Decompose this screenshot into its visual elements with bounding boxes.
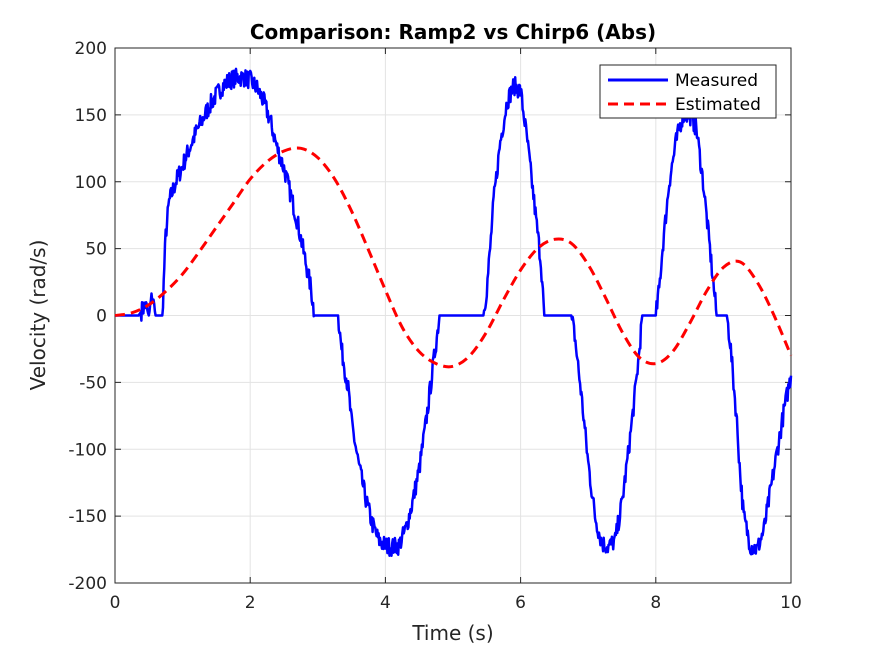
- legend-estimated-label: Estimated: [675, 95, 761, 115]
- x-tick-label: 0: [110, 593, 121, 613]
- y-tick-label: -50: [79, 373, 107, 393]
- series-measured-line: [114, 67, 793, 557]
- y-tick-label: 200: [75, 39, 107, 59]
- legend-measured-label: Measured: [675, 71, 758, 91]
- series-estimated-line: [114, 146, 793, 369]
- x-tick-label: 2: [245, 593, 256, 613]
- y-axis-label: Velocity (rad/s): [26, 240, 50, 391]
- legend: Measured Estimated: [599, 64, 777, 119]
- y-tick-label: 0: [96, 307, 107, 327]
- x-tick-label: 10: [780, 593, 802, 613]
- y-tick-label: 100: [75, 173, 107, 193]
- x-tick-label: 8: [650, 593, 661, 613]
- series-layer: [114, 67, 793, 557]
- x-axis-label: Time (s): [411, 621, 493, 645]
- x-tick-label: 4: [380, 593, 391, 613]
- y-tick-label: -150: [68, 507, 107, 527]
- y-tick-label: 150: [75, 106, 107, 126]
- x-tick-label: 6: [515, 593, 526, 613]
- y-tick-label: -200: [68, 574, 107, 594]
- y-tick-label: 50: [85, 240, 107, 260]
- chart-title: Comparison: Ramp2 vs Chirp6 (Abs): [250, 20, 656, 44]
- axis-ticks: 0 2 4 6 8 10 200 150 100 50 0 -50 -100 -150 -200: [68, 39, 801, 613]
- legend-box: [599, 64, 777, 119]
- y-tick-label: -100: [68, 440, 107, 460]
